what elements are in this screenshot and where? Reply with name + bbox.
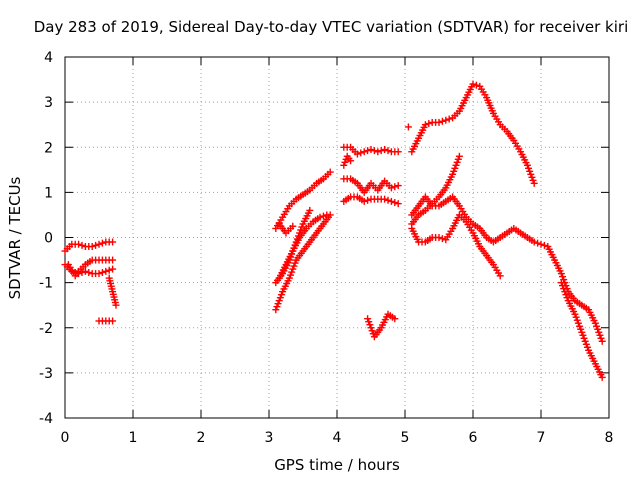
data-point: [367, 146, 375, 154]
data-point: [442, 116, 450, 124]
data-point: [357, 149, 365, 157]
data-point: [530, 179, 538, 187]
data-point: [95, 270, 103, 278]
data-point: [598, 373, 606, 381]
data-point: [112, 301, 120, 309]
data-point: [391, 315, 399, 323]
data-point: [469, 80, 477, 88]
y-tick-label: -2: [39, 321, 53, 337]
data-point: [537, 240, 545, 248]
data-point: [78, 241, 86, 249]
data-point: [109, 317, 117, 325]
data-point: [364, 196, 372, 204]
y-tick-label: 3: [44, 95, 53, 111]
data-point: [540, 241, 548, 249]
data-point: [319, 212, 327, 220]
y-axis-label: SDTVAR / TECUs: [6, 176, 24, 299]
data-point: [391, 183, 399, 191]
x-tick-label: 8: [605, 430, 614, 446]
y-tick-label: -3: [39, 366, 53, 382]
data-point: [374, 148, 382, 156]
grid-lines: [65, 57, 609, 418]
data-point: [360, 197, 368, 205]
data-point: [323, 211, 331, 219]
x-tick-label: 1: [129, 430, 138, 446]
x-tick-label: 0: [61, 430, 70, 446]
data-point: [78, 268, 86, 276]
y-tick-label: 2: [44, 140, 53, 156]
data-point: [421, 121, 429, 129]
data-point: [425, 120, 433, 128]
data-point: [384, 196, 392, 204]
data-point: [289, 222, 297, 230]
data-point: [92, 241, 100, 249]
data-point: [384, 147, 392, 155]
x-tick-label: 4: [333, 430, 342, 446]
data-point: [598, 337, 606, 345]
x-tick-label: 6: [469, 430, 478, 446]
chart-title: Day 283 of 2019, Sidereal Day-to-day VTE…: [34, 18, 629, 36]
data-point: [381, 146, 389, 154]
data-point: [105, 266, 113, 274]
data-point: [316, 213, 324, 221]
plot-frame: [64, 56, 610, 419]
x-tick-label: 5: [401, 430, 410, 446]
data-point: [88, 243, 96, 251]
data-point: [394, 182, 402, 190]
data-point: [85, 268, 93, 276]
data-point: [435, 234, 443, 241]
data-point: [530, 238, 538, 246]
data-point: [404, 123, 412, 131]
data-point: [109, 265, 117, 273]
data-point: [75, 240, 83, 248]
x-tick-label: 7: [537, 430, 546, 446]
data-point: [98, 268, 106, 276]
x-tick-label: 3: [265, 430, 274, 446]
data-point: [370, 147, 378, 155]
data-point: [326, 168, 334, 176]
data-point: [364, 147, 372, 155]
data-point: [534, 239, 542, 247]
data-point: [394, 148, 402, 156]
data-point: [391, 199, 399, 207]
data-point: [353, 150, 361, 158]
data-point: [347, 157, 355, 165]
y-tick-label: 0: [44, 231, 53, 247]
data-point: [81, 267, 89, 275]
data-point: [306, 206, 314, 214]
data-points: [61, 80, 606, 381]
data-point: [109, 256, 117, 264]
data-point: [387, 184, 395, 192]
data-point: [496, 272, 504, 280]
y-tick-label: -1: [39, 276, 53, 292]
data-point: [387, 197, 395, 205]
data-point: [102, 267, 110, 275]
y-tick-label: 4: [44, 50, 53, 66]
data-point: [455, 152, 463, 160]
x-axis-tick-labels: 0 1 2 3 4 5 6 7 8: [61, 430, 614, 446]
data-point: [98, 239, 106, 247]
data-point: [95, 240, 103, 248]
data-point: [381, 195, 389, 203]
data-point: [438, 117, 446, 125]
x-axis-label: GPS time / hours: [274, 456, 400, 474]
data-point: [472, 81, 480, 89]
data-point: [109, 238, 117, 246]
data-point: [435, 118, 443, 126]
y-tick-label: -4: [39, 411, 53, 427]
y-axis-tick-labels: 4 3 2 1 0 -1 -2 -3 -4: [39, 50, 53, 427]
data-point: [438, 235, 446, 243]
data-point: [445, 115, 453, 123]
data-point: [394, 200, 402, 208]
x-tick-label: 2: [197, 430, 206, 446]
y-tick-label: 1: [44, 185, 53, 201]
data-point: [360, 148, 368, 156]
data-point: [377, 147, 385, 155]
